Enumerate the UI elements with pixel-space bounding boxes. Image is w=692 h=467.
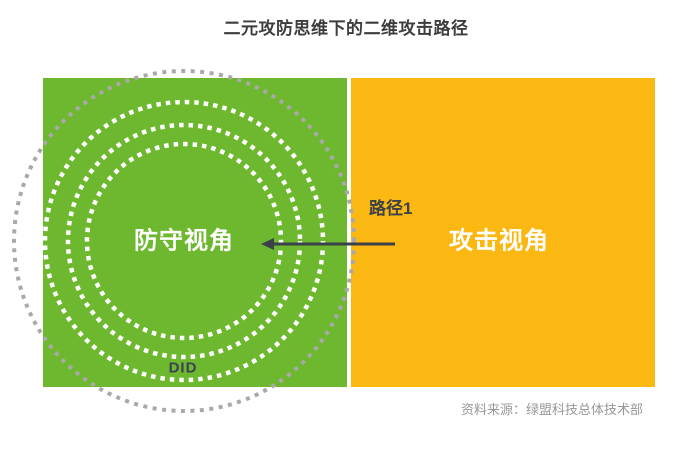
attack-square xyxy=(351,78,655,387)
page-title: 二元攻防思维下的二维攻击路径 xyxy=(223,19,469,38)
attack-square-label: 攻击视角 xyxy=(449,227,549,255)
source-attribution: 资料来源：绿盟科技总体技术部 xyxy=(460,402,643,417)
path-1-label: 路径1 xyxy=(369,199,413,218)
defense-square-label: 防守视角 xyxy=(134,227,234,255)
did-ring-label: DID xyxy=(168,359,198,377)
